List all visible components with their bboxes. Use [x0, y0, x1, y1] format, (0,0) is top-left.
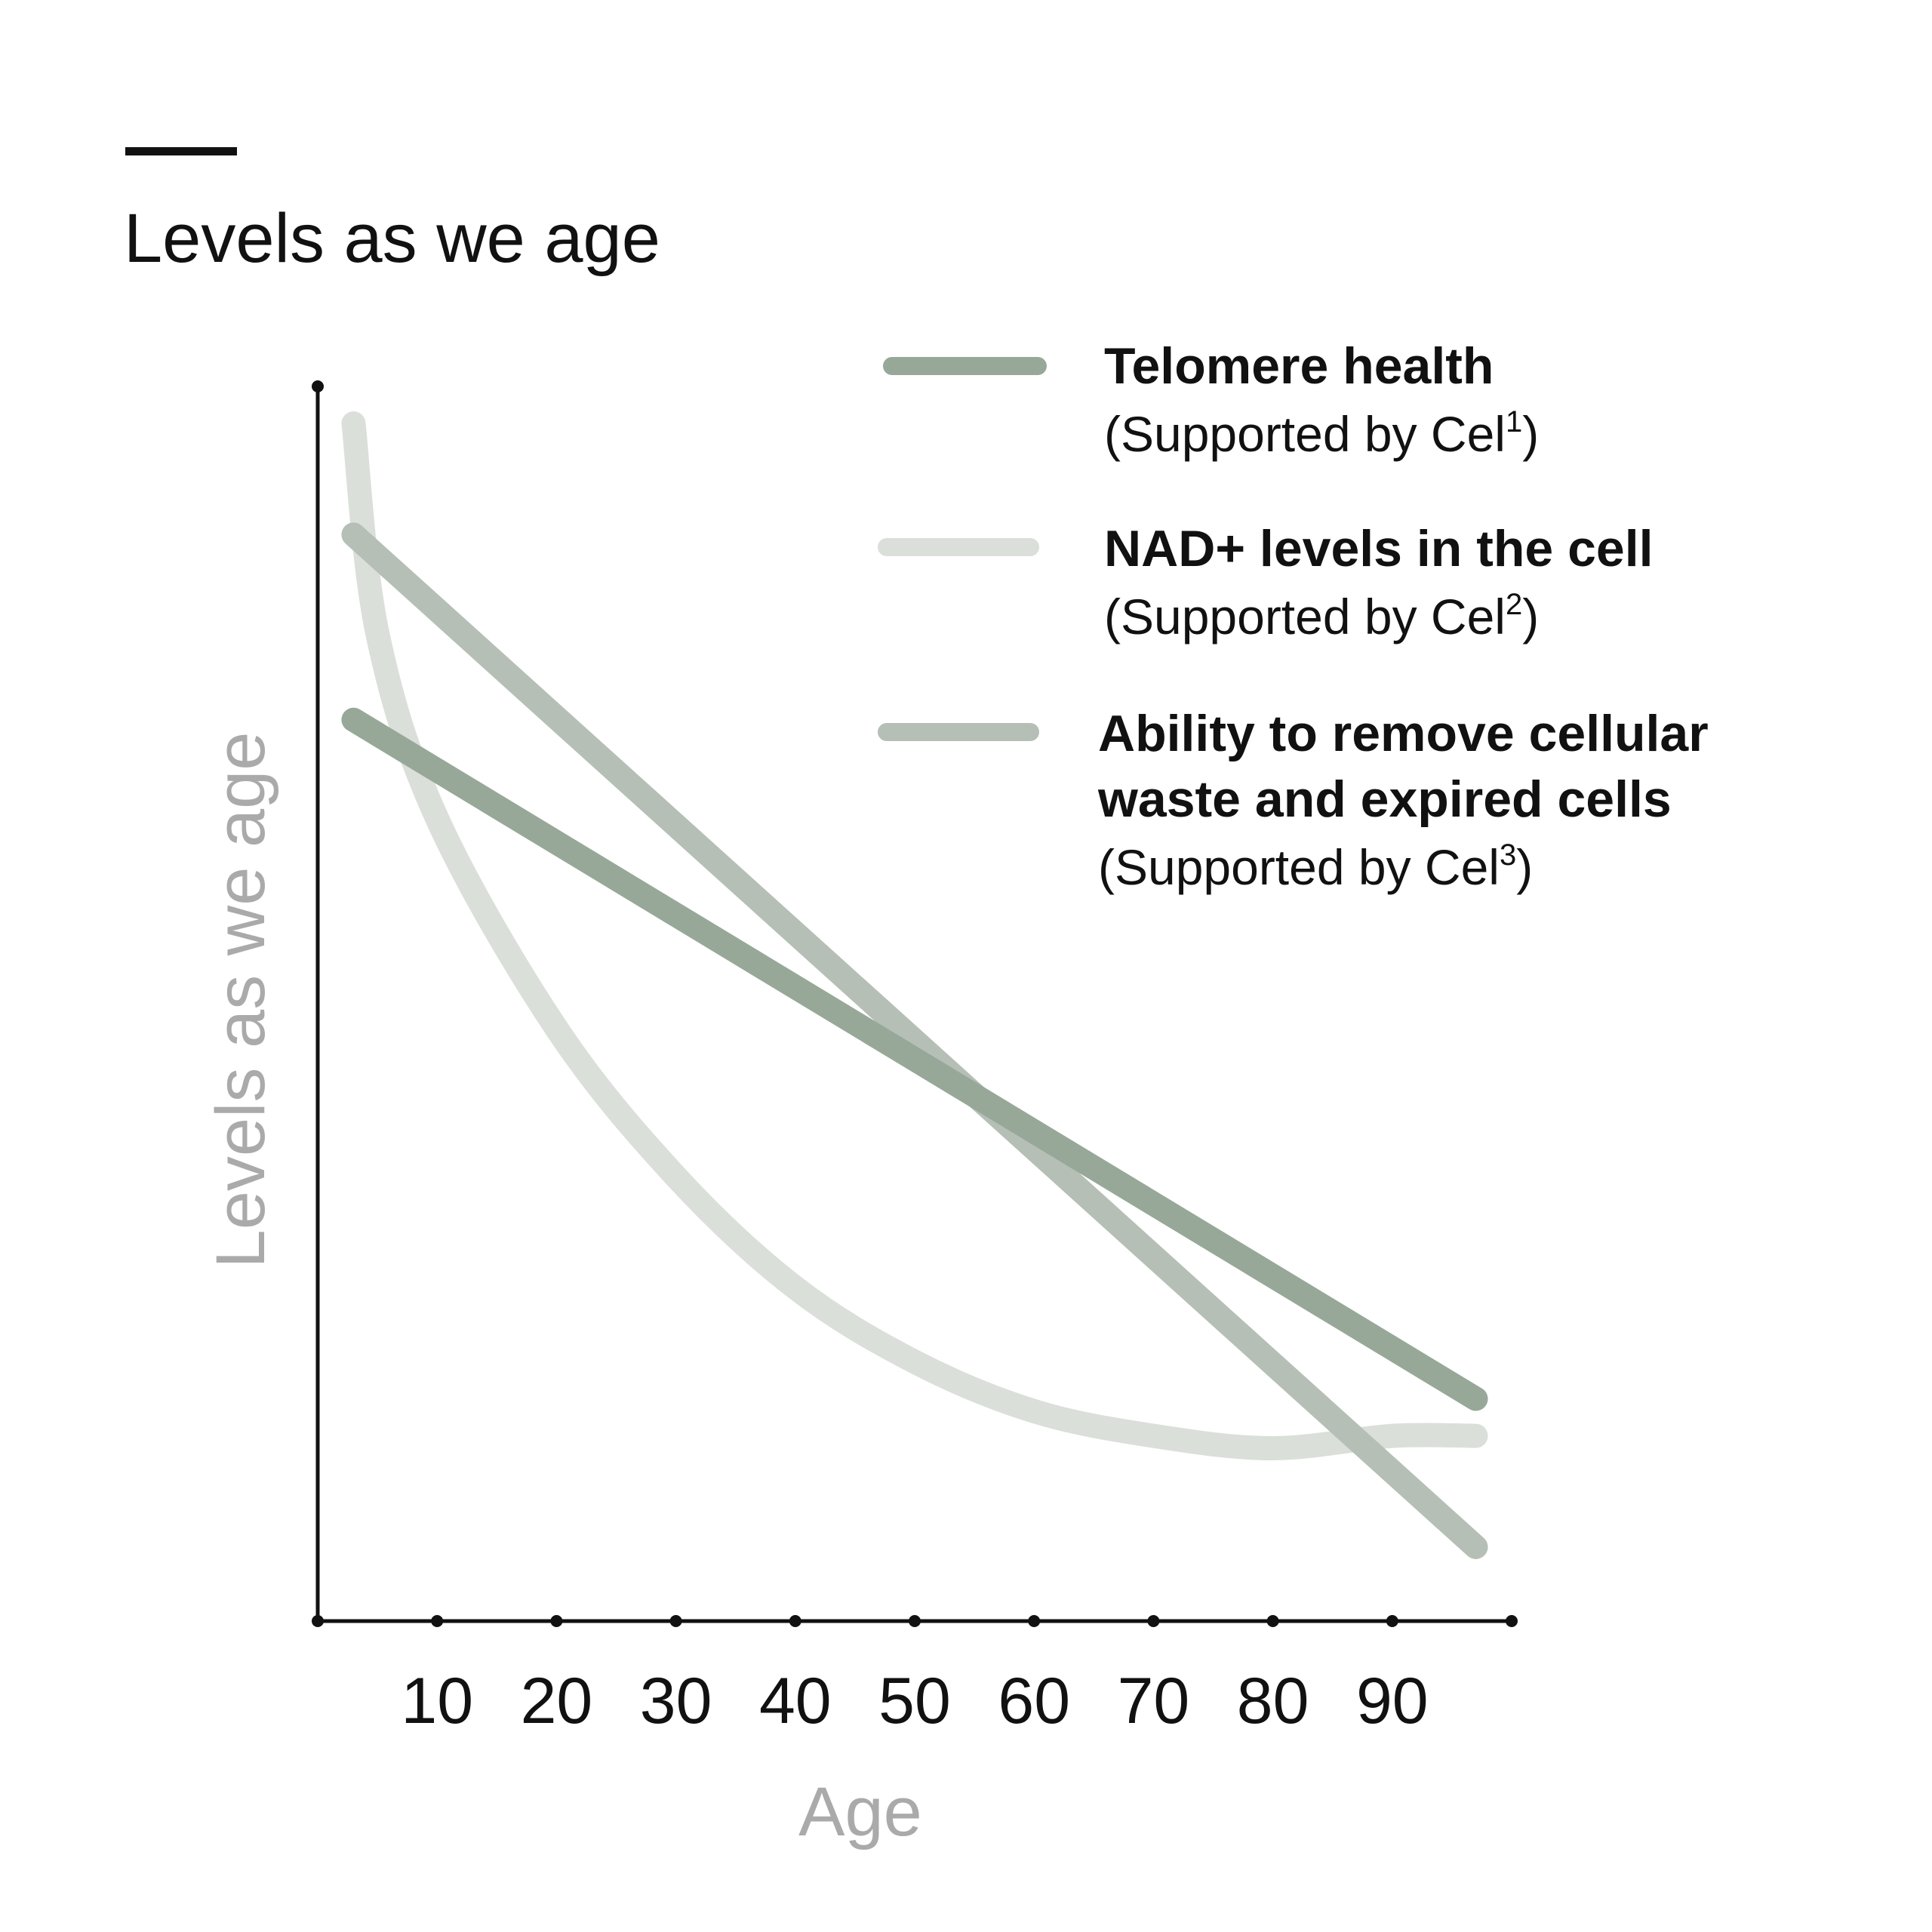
legend-note-telomere: (Supported by Cel1)	[1104, 405, 1539, 462]
title-rule	[125, 147, 237, 155]
x-tick-label-60: 60	[998, 1665, 1070, 1737]
legend-label-cellular-waste-line2: waste and expired cells	[1097, 771, 1672, 828]
x-tick-dot-10	[431, 1615, 444, 1627]
x-tick-label-80: 80	[1237, 1665, 1309, 1737]
x-tick-dot-80	[1266, 1615, 1279, 1627]
x-tick-dot-90	[1386, 1615, 1398, 1627]
legend-note-cellular-waste: (Supported by Cel3)	[1098, 838, 1533, 895]
x-tick-dot-40	[789, 1615, 801, 1627]
x-tick-label-90: 90	[1356, 1665, 1429, 1737]
legend: Telomere health (Supported by Cel1) NAD+…	[878, 337, 1709, 895]
series-line-telomere	[341, 707, 1488, 1411]
series-layer	[341, 411, 1488, 1559]
legend-note-nad: (Supported by Cel2)	[1104, 588, 1539, 645]
x-axis-end-dot	[1506, 1615, 1518, 1627]
x-tick-label-70: 70	[1118, 1665, 1190, 1737]
series-line-cellular-waste	[341, 522, 1488, 1559]
chart-title: Levels as we age	[124, 200, 660, 277]
x-tick-dot-60	[1028, 1615, 1041, 1627]
legend-label-telomere: Telomere health	[1104, 337, 1494, 395]
origin-dot	[312, 1615, 324, 1627]
x-tick-label-40: 40	[759, 1665, 832, 1737]
y-axis-end-dot	[312, 380, 324, 392]
x-tick-dot-50	[909, 1615, 921, 1627]
x-axis-title: Age	[798, 1774, 922, 1850]
x-tick-dot-20	[550, 1615, 563, 1627]
x-tick-label-20: 20	[521, 1665, 593, 1737]
x-ticks: 10 20 30 40 50 60 70 80 90	[401, 1615, 1429, 1737]
legend-label-cellular-waste-line1: Ability to remove cellular	[1098, 705, 1709, 762]
x-tick-dot-30	[669, 1615, 682, 1627]
y-axis-title: Levels as we age	[202, 732, 279, 1269]
x-tick-dot-70	[1147, 1615, 1160, 1627]
legend-label-nad: NAD+ levels in the cell	[1104, 520, 1654, 577]
x-tick-label-50: 50	[878, 1665, 951, 1737]
x-tick-label-10: 10	[401, 1665, 473, 1737]
x-tick-label-30: 30	[640, 1665, 712, 1737]
